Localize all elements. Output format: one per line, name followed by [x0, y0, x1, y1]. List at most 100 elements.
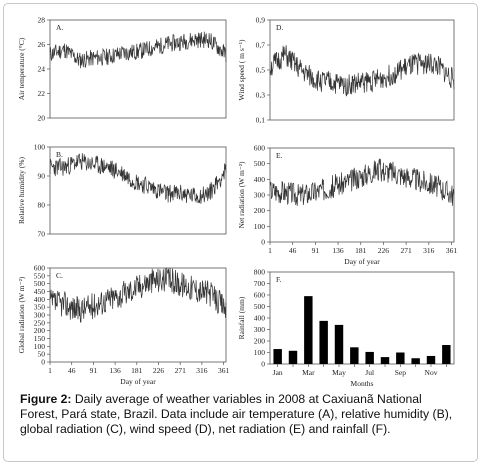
bar [365, 351, 374, 364]
y-tick-label: 400 [34, 295, 46, 304]
y-tick-label: 50 [38, 350, 46, 359]
y-axis-label: Net radiation (W m⁻²) [237, 161, 246, 229]
chart-panel-a [47, 19, 227, 119]
y-axis-label: Rainfall (mm) [237, 296, 246, 339]
y-tick-label: 450 [34, 287, 46, 296]
bar [334, 324, 344, 364]
y-tick-label: 100 [34, 342, 46, 351]
y-axis-label: Air temperature (°C) [17, 37, 26, 100]
y-tick-label: 600 [254, 144, 266, 153]
y-tick-label: 0,7 [256, 41, 266, 50]
bar [319, 320, 328, 364]
bar [442, 345, 451, 364]
y-tick-label: 90 [38, 172, 46, 181]
y-axis-label: Global radiation (W m⁻²) [17, 276, 26, 353]
x-tick-label: 136 [109, 366, 121, 375]
series-line [49, 31, 227, 69]
y-tick-label: 400 [254, 175, 266, 184]
y-tick-label: 250 [34, 318, 46, 327]
y-tick-label: 500 [254, 302, 266, 311]
y-tick-label: 100 [34, 143, 46, 152]
bar [350, 347, 359, 364]
x-tick-label: 1 [48, 366, 52, 375]
x-axis-label: Months [351, 379, 374, 388]
x-tick-label: Mar [302, 368, 315, 377]
bar [273, 349, 282, 364]
y-tick-label: 0,9 [256, 16, 266, 25]
y-axis-label: Relative humidity (%) [17, 156, 26, 224]
bar [304, 296, 313, 364]
x-tick-label: 1 [268, 246, 272, 255]
caption-text: Daily average of weather variables in 20… [20, 392, 453, 436]
panel-label: B. [56, 150, 63, 159]
x-axis-label: Day of year [120, 377, 156, 386]
y-axis-label: Wind speed ( m s⁻¹) [237, 39, 246, 100]
y-tick-label: 300 [254, 191, 266, 200]
y-tick-label: 350 [34, 303, 46, 312]
y-tick-label: 500 [254, 159, 266, 168]
y-tick-label: 300 [34, 311, 46, 320]
series-line [269, 45, 455, 97]
y-tick-label: 0 [261, 238, 265, 247]
y-tick-label: 80 [38, 201, 46, 210]
figure-caption: Figure 2: Daily average of weather varia… [20, 392, 460, 437]
plot-area-frame [269, 271, 455, 365]
y-tick-label: 400 [254, 314, 266, 323]
x-tick-label: 181 [131, 366, 143, 375]
panel-label: D. [276, 23, 283, 32]
y-tick-label: 0 [41, 358, 45, 367]
y-tick-label: 800 [254, 268, 266, 277]
y-tick-label: 700 [254, 279, 266, 288]
bar [426, 355, 436, 364]
y-tick-label: 100 [254, 222, 266, 231]
x-tick-label: 226 [378, 246, 390, 255]
x-tick-label: 226 [153, 366, 165, 375]
figure-frame [3, 3, 478, 462]
caption-label: Figure 2: [20, 392, 72, 406]
y-tick-label: 0,5 [256, 66, 266, 75]
series-line [269, 158, 455, 206]
y-tick-label: 0,3 [256, 91, 266, 100]
y-tick-label: 24 [38, 65, 46, 74]
series-line [49, 153, 227, 204]
chart-panel-f [267, 271, 455, 367]
y-tick-label: 70 [38, 230, 46, 239]
bar [288, 350, 298, 364]
x-tick-label: Sep [395, 368, 407, 377]
chart-panel-e [267, 147, 455, 245]
x-axis-label: Day of year [344, 257, 380, 266]
x-tick-label: 181 [355, 246, 367, 255]
x-tick-label: 46 [68, 366, 76, 375]
x-tick-label: 316 [196, 366, 208, 375]
x-tick-label: 271 [175, 366, 187, 375]
y-tick-label: 28 [38, 16, 46, 25]
y-tick-label: 22 [38, 89, 46, 98]
bar [396, 352, 405, 364]
panel-label: A. [56, 23, 63, 32]
y-tick-label: 20 [38, 114, 46, 123]
y-tick-label: 100 [254, 348, 266, 357]
x-tick-label: 316 [423, 246, 435, 255]
x-tick-label: 91 [90, 366, 98, 375]
panel-label: C. [56, 271, 63, 280]
x-tick-label: 46 [289, 246, 297, 255]
y-tick-label: 0 [261, 360, 265, 369]
y-tick-label: 550 [34, 271, 46, 280]
panel-label: E. [276, 151, 283, 160]
series-line [49, 267, 227, 323]
x-tick-label: 271 [400, 246, 412, 255]
y-tick-label: 150 [34, 334, 46, 343]
x-tick-label: 361 [218, 366, 230, 375]
panel-label: F. [276, 275, 282, 284]
y-tick-label: 500 [34, 279, 46, 288]
bar [411, 358, 420, 364]
bar [380, 357, 390, 364]
y-tick-label: 26 [38, 40, 46, 49]
plot-area-frame [49, 146, 227, 235]
x-tick-label: Jul [365, 368, 374, 377]
chart-panel-d [267, 19, 455, 121]
x-tick-label: 136 [332, 246, 344, 255]
x-tick-label: Jan [273, 368, 283, 377]
chart-panel-b [47, 146, 227, 235]
